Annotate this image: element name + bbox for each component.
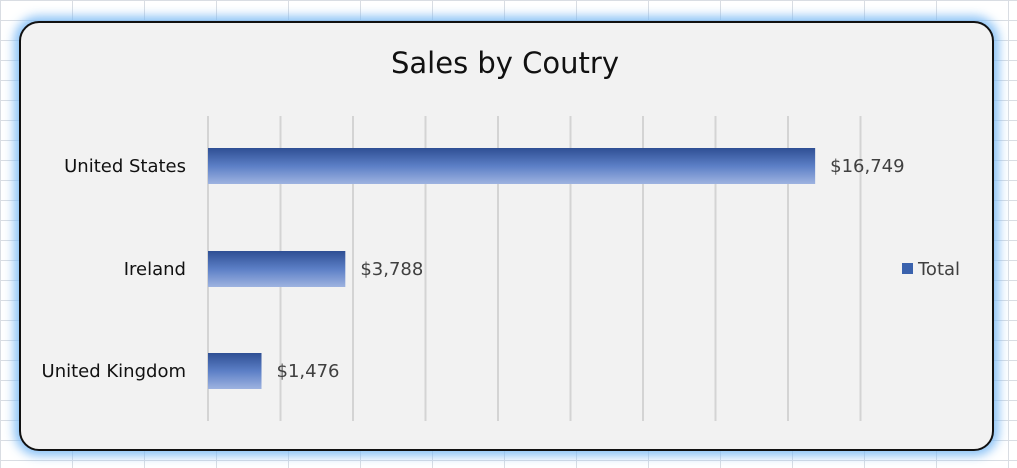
data-label: $1,476: [277, 361, 340, 382]
legend-swatch: [902, 263, 913, 274]
category-label: United Kingdom: [42, 361, 186, 382]
legend-label: Total: [917, 259, 960, 280]
category-label: United States: [64, 156, 186, 177]
labels: United States $16,749 Ireland $3,788 United …: [42, 156, 905, 382]
chart-title: Sales by Coutry: [391, 46, 619, 80]
bar: [208, 251, 346, 287]
chart-panel: [19, 21, 994, 451]
category-label: Ireland: [124, 259, 186, 280]
bars: [208, 148, 816, 389]
bar: [208, 148, 816, 184]
legend: Total: [902, 259, 960, 280]
data-label: $3,788: [360, 259, 423, 280]
data-label: $16,749: [830, 156, 904, 177]
bar: [208, 353, 262, 389]
